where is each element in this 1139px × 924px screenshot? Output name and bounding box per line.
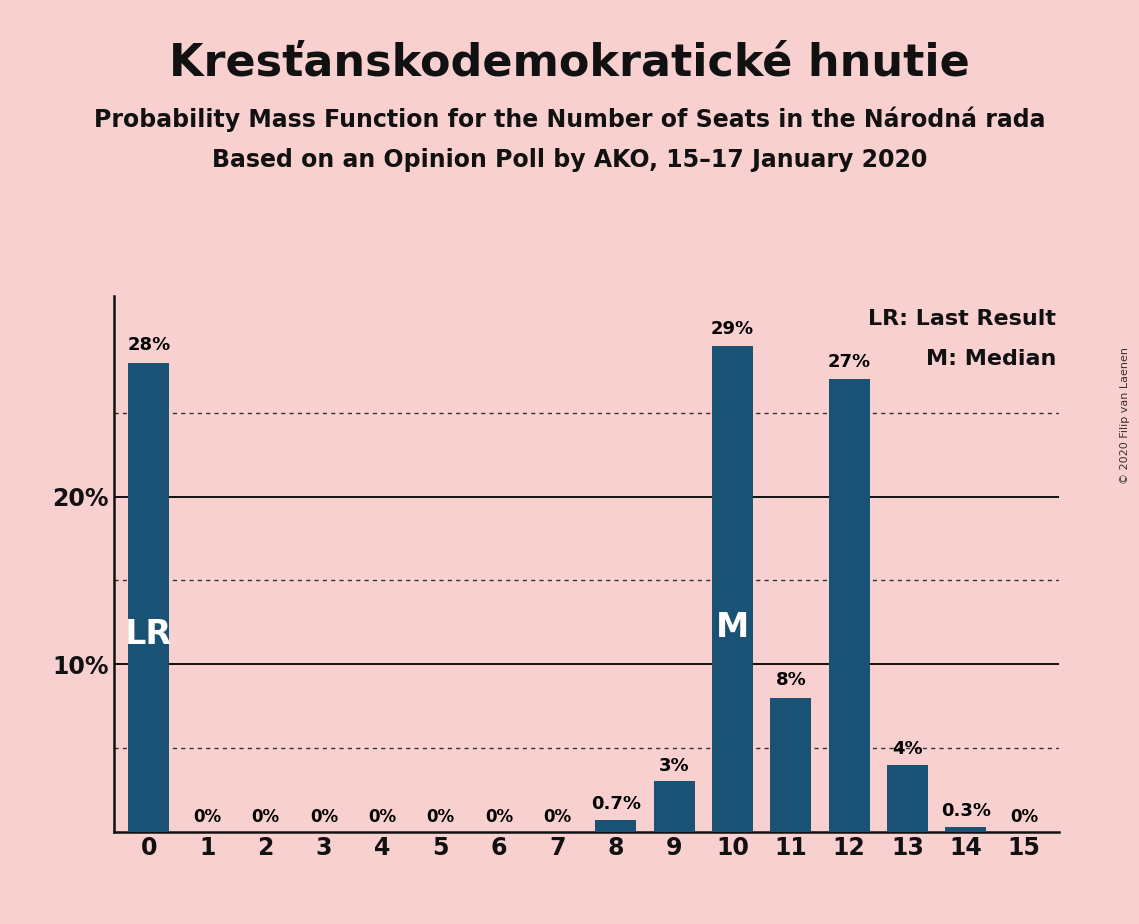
Bar — [654, 782, 695, 832]
Bar — [770, 698, 811, 832]
Text: 0.3%: 0.3% — [941, 802, 991, 820]
Bar — [887, 765, 928, 832]
Text: 0%: 0% — [310, 808, 338, 826]
Text: LR: LR — [125, 618, 172, 651]
Text: 4%: 4% — [892, 740, 923, 758]
Bar — [596, 820, 637, 832]
Text: 3%: 3% — [658, 757, 689, 774]
Text: LR: Last Result: LR: Last Result — [868, 310, 1056, 329]
Text: 8%: 8% — [776, 671, 806, 689]
Bar — [945, 827, 986, 832]
Bar — [712, 346, 753, 832]
Bar — [129, 363, 170, 832]
Text: Based on an Opinion Poll by AKO, 15–17 January 2020: Based on an Opinion Poll by AKO, 15–17 J… — [212, 148, 927, 172]
Text: 27%: 27% — [828, 353, 870, 371]
Text: © 2020 Filip van Laenen: © 2020 Filip van Laenen — [1121, 347, 1130, 484]
Text: 0.7%: 0.7% — [591, 796, 641, 813]
Text: 0%: 0% — [368, 808, 396, 826]
Text: 28%: 28% — [128, 336, 171, 354]
Text: 0%: 0% — [194, 808, 221, 826]
Bar — [829, 380, 869, 832]
Text: 0%: 0% — [427, 808, 454, 826]
Text: Kresťanskodemokratické hnutie: Kresťanskodemokratické hnutie — [169, 42, 970, 85]
Text: 29%: 29% — [711, 320, 754, 337]
Text: Probability Mass Function for the Number of Seats in the Národná rada: Probability Mass Function for the Number… — [93, 106, 1046, 132]
Text: 0%: 0% — [252, 808, 280, 826]
Text: M: M — [715, 611, 749, 644]
Text: 0%: 0% — [543, 808, 572, 826]
Text: 0%: 0% — [1010, 808, 1039, 826]
Text: M: Median: M: Median — [926, 349, 1056, 370]
Text: 0%: 0% — [485, 808, 513, 826]
